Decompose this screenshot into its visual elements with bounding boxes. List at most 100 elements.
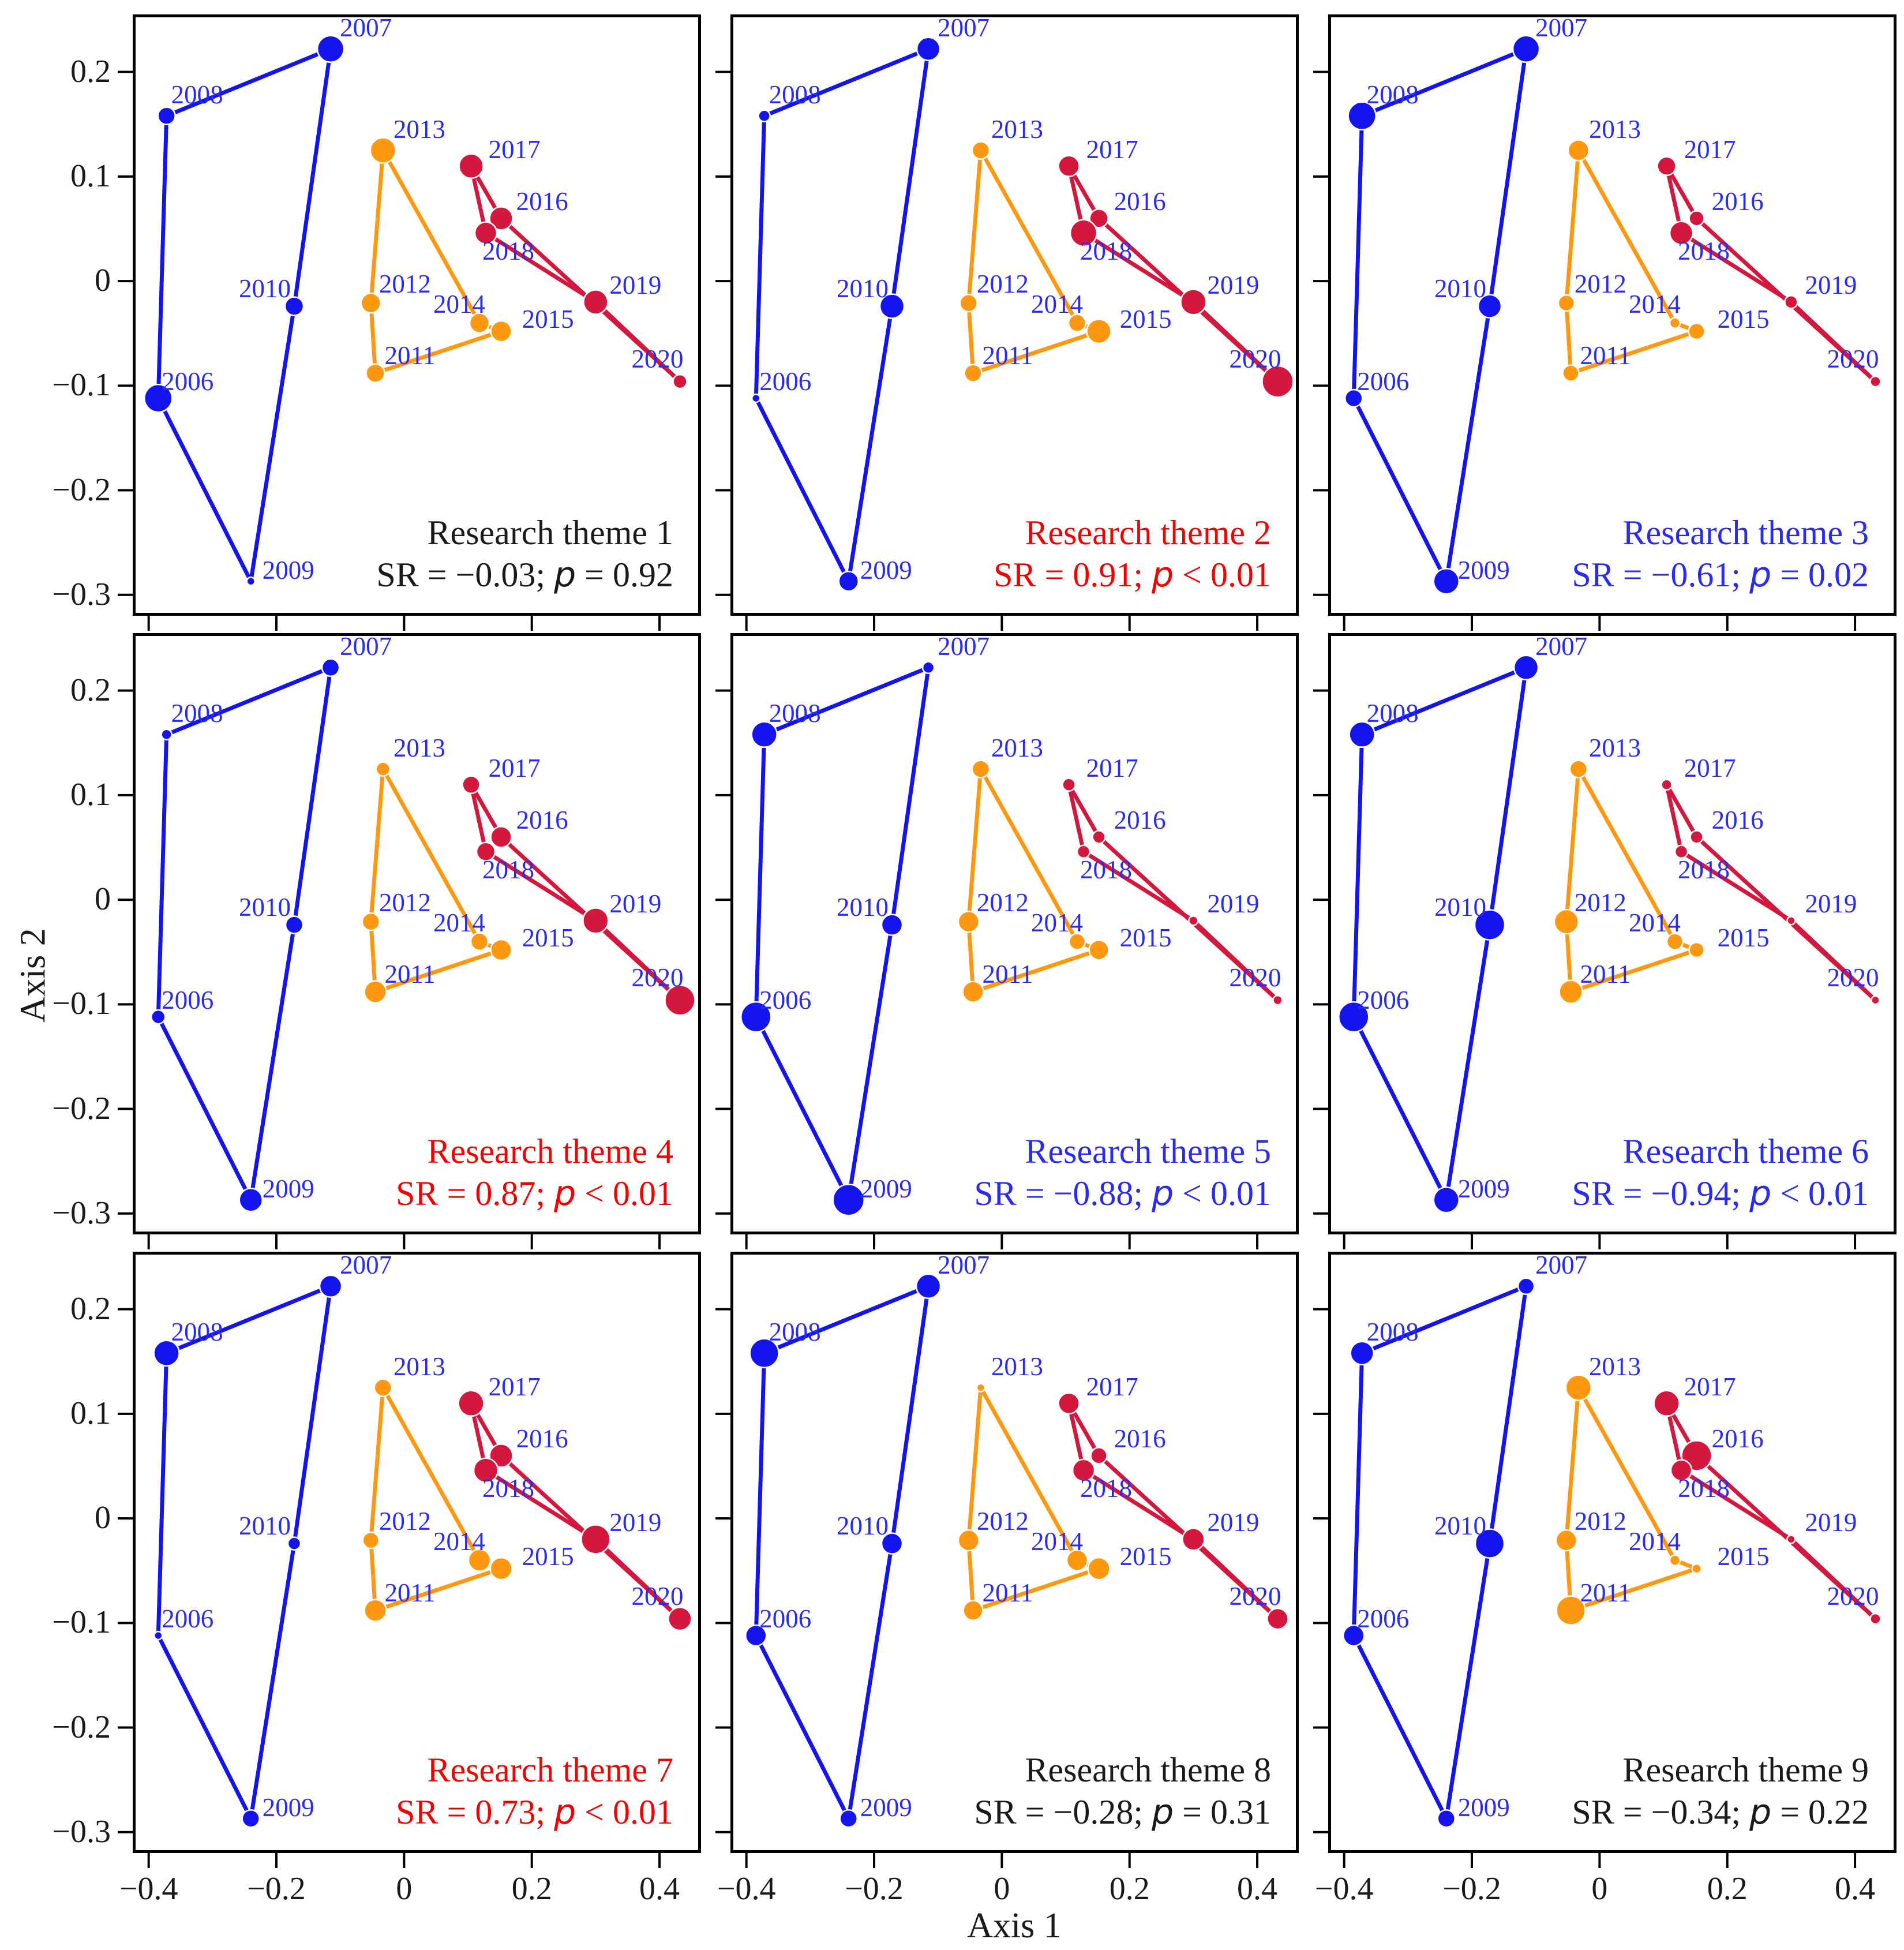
theme-caption-8: Research theme 8 SR = −0.28; p = 0.31 xyxy=(974,1749,1271,1833)
year-label-2015: 2015 xyxy=(522,923,574,953)
plot-area-theme-7 xyxy=(118,1252,701,1868)
marker-2018 xyxy=(1069,219,1098,247)
year-label-2007: 2007 xyxy=(340,631,392,661)
trajectory-segment-2009-2010 xyxy=(1444,1541,1492,1821)
year-label-2014: 2014 xyxy=(433,1526,485,1556)
theme-title: Research theme 3 xyxy=(1622,514,1869,552)
trajectory-segment-2007-2008 xyxy=(762,47,931,118)
trajectory-segment-2011-2012 xyxy=(966,1538,976,1613)
marker-2012 xyxy=(1555,1529,1578,1552)
y-tick-label: −0.1 xyxy=(52,367,111,403)
year-label-2013: 2013 xyxy=(393,114,445,144)
marker-2007 xyxy=(318,1274,343,1298)
year-label-2020: 2020 xyxy=(1229,963,1281,993)
p-symbol: p xyxy=(1749,555,1772,595)
marker-2020 xyxy=(1871,995,1880,1005)
trajectory-segment-2013-2014 xyxy=(381,148,482,325)
year-label-2018: 2018 xyxy=(1678,236,1730,265)
marker-2009 xyxy=(832,1183,865,1217)
year-label-2015: 2015 xyxy=(1717,923,1770,953)
year-label-2016: 2016 xyxy=(1114,806,1166,835)
marker-2010 xyxy=(287,1536,302,1551)
year-label-2014: 2014 xyxy=(1628,289,1681,319)
x-axis-title: Axis 1 xyxy=(967,1906,1062,1945)
marker-2019 xyxy=(1182,1528,1205,1551)
axes-border xyxy=(730,14,1299,616)
year-label-2019: 2019 xyxy=(1805,1508,1857,1537)
year-label-2006: 2006 xyxy=(1357,986,1410,1015)
trajectory-segment-2006-2009 xyxy=(1351,1633,1449,1821)
trajectory-segment-2006-2009 xyxy=(1351,1015,1449,1202)
theme-caption-6: Research theme 6 SR = −0.94; p < 0.01 xyxy=(1572,1131,1869,1215)
marker-2011 xyxy=(363,1599,387,1622)
trajectory-segment-2007-2008 xyxy=(164,47,333,118)
year-label-2018: 2018 xyxy=(1678,855,1730,884)
trajectory-segment-2007-2008 xyxy=(164,665,333,737)
trajectory-segment-2020-2016 xyxy=(1695,834,1877,1002)
x-tick-label: −0.4 xyxy=(119,1871,178,1907)
marker-2017 xyxy=(462,775,481,795)
marker-2015 xyxy=(1688,322,1706,340)
marker-2010 xyxy=(879,293,905,319)
trajectory-segment-2011-2012 xyxy=(369,301,378,376)
marker-2018 xyxy=(475,841,496,862)
p-symbol: p xyxy=(554,555,576,595)
theme-stat: SR = −0.61; p = 0.02 xyxy=(1572,555,1869,595)
trajectory-segment-2009-2010 xyxy=(249,304,297,583)
marker-2018 xyxy=(473,1457,499,1483)
year-label-2019: 2019 xyxy=(609,271,662,300)
year-label-2017: 2017 xyxy=(488,1372,541,1401)
plot-area-theme-4 xyxy=(118,633,701,1249)
marker-2008 xyxy=(1350,1341,1374,1366)
trajectory-segment-2015-2011 xyxy=(971,1566,1101,1613)
theme-caption-7: Research theme 7 SR = 0.73; p < 0.01 xyxy=(396,1749,673,1833)
year-label-2008: 2008 xyxy=(171,698,223,728)
year-label-2006: 2006 xyxy=(162,1604,214,1634)
year-label-2009: 2009 xyxy=(1457,556,1510,585)
marker-2008 xyxy=(153,1339,180,1367)
marker-2016 xyxy=(1092,830,1106,844)
trajectory-segment-2010-2007 xyxy=(1487,47,1528,309)
trajectory-segment-2008-2006 xyxy=(1351,114,1365,401)
p-symbol: p xyxy=(1749,1792,1772,1832)
year-label-2018: 2018 xyxy=(1080,855,1133,884)
year-label-2018: 2018 xyxy=(1080,236,1133,265)
x-tick-label: 0.4 xyxy=(1237,1871,1278,1907)
year-label-2012: 2012 xyxy=(1574,1507,1626,1536)
panel-research-theme-7: 2006 2007 2008 2009 2010 2011 2012 2013 2014 2015… xyxy=(118,1251,701,1868)
trajectory-segment-2011-2012 xyxy=(1564,301,1573,376)
marker-2017 xyxy=(458,1390,485,1417)
y-tick-label: −0.2 xyxy=(52,471,111,508)
marker-2016 xyxy=(489,206,514,231)
trajectory-segment-2010-2007 xyxy=(292,665,333,927)
trajectory-segment-2012-2013 xyxy=(966,148,983,305)
p-symbol: p xyxy=(1152,1792,1174,1832)
year-label-2006: 2006 xyxy=(759,986,812,1015)
marker-2015 xyxy=(490,320,512,343)
year-label-2013: 2013 xyxy=(1588,114,1641,144)
trajectory-segment-2007-2008 xyxy=(1360,47,1528,118)
year-label-2014: 2014 xyxy=(1030,289,1083,319)
year-label-2009: 2009 xyxy=(860,1793,912,1822)
marker-2016 xyxy=(1689,830,1704,844)
year-label-2015: 2015 xyxy=(522,1542,574,1571)
marker-2014 xyxy=(1067,313,1087,332)
theme-title: Research theme 9 xyxy=(1622,1751,1869,1789)
axes-border xyxy=(133,14,701,616)
x-tick-label: −0.4 xyxy=(1314,1871,1374,1907)
marker-2017 xyxy=(1656,156,1677,177)
year-label-2008: 2008 xyxy=(1366,80,1419,109)
trajectory-segment-2006-2009 xyxy=(754,1633,851,1821)
marker-2016 xyxy=(1688,210,1705,227)
x-tick-label: −0.2 xyxy=(247,1871,306,1907)
marker-2007 xyxy=(316,35,345,63)
trajectory-segment-2009-2010 xyxy=(846,1541,894,1821)
trajectory-segment-2009-2010 xyxy=(1444,304,1492,583)
trajectory-segment-2010-2007 xyxy=(1487,665,1528,927)
year-label-2020: 2020 xyxy=(1229,1582,1281,1611)
marker-2017 xyxy=(458,153,484,179)
marker-2018 xyxy=(1071,1458,1096,1482)
theme-caption-3: Research theme 3 SR = −0.61; p = 0.02 xyxy=(1572,512,1869,596)
trajectory-segment-2006-2009 xyxy=(156,1633,253,1821)
marker-2015 xyxy=(1086,318,1112,345)
